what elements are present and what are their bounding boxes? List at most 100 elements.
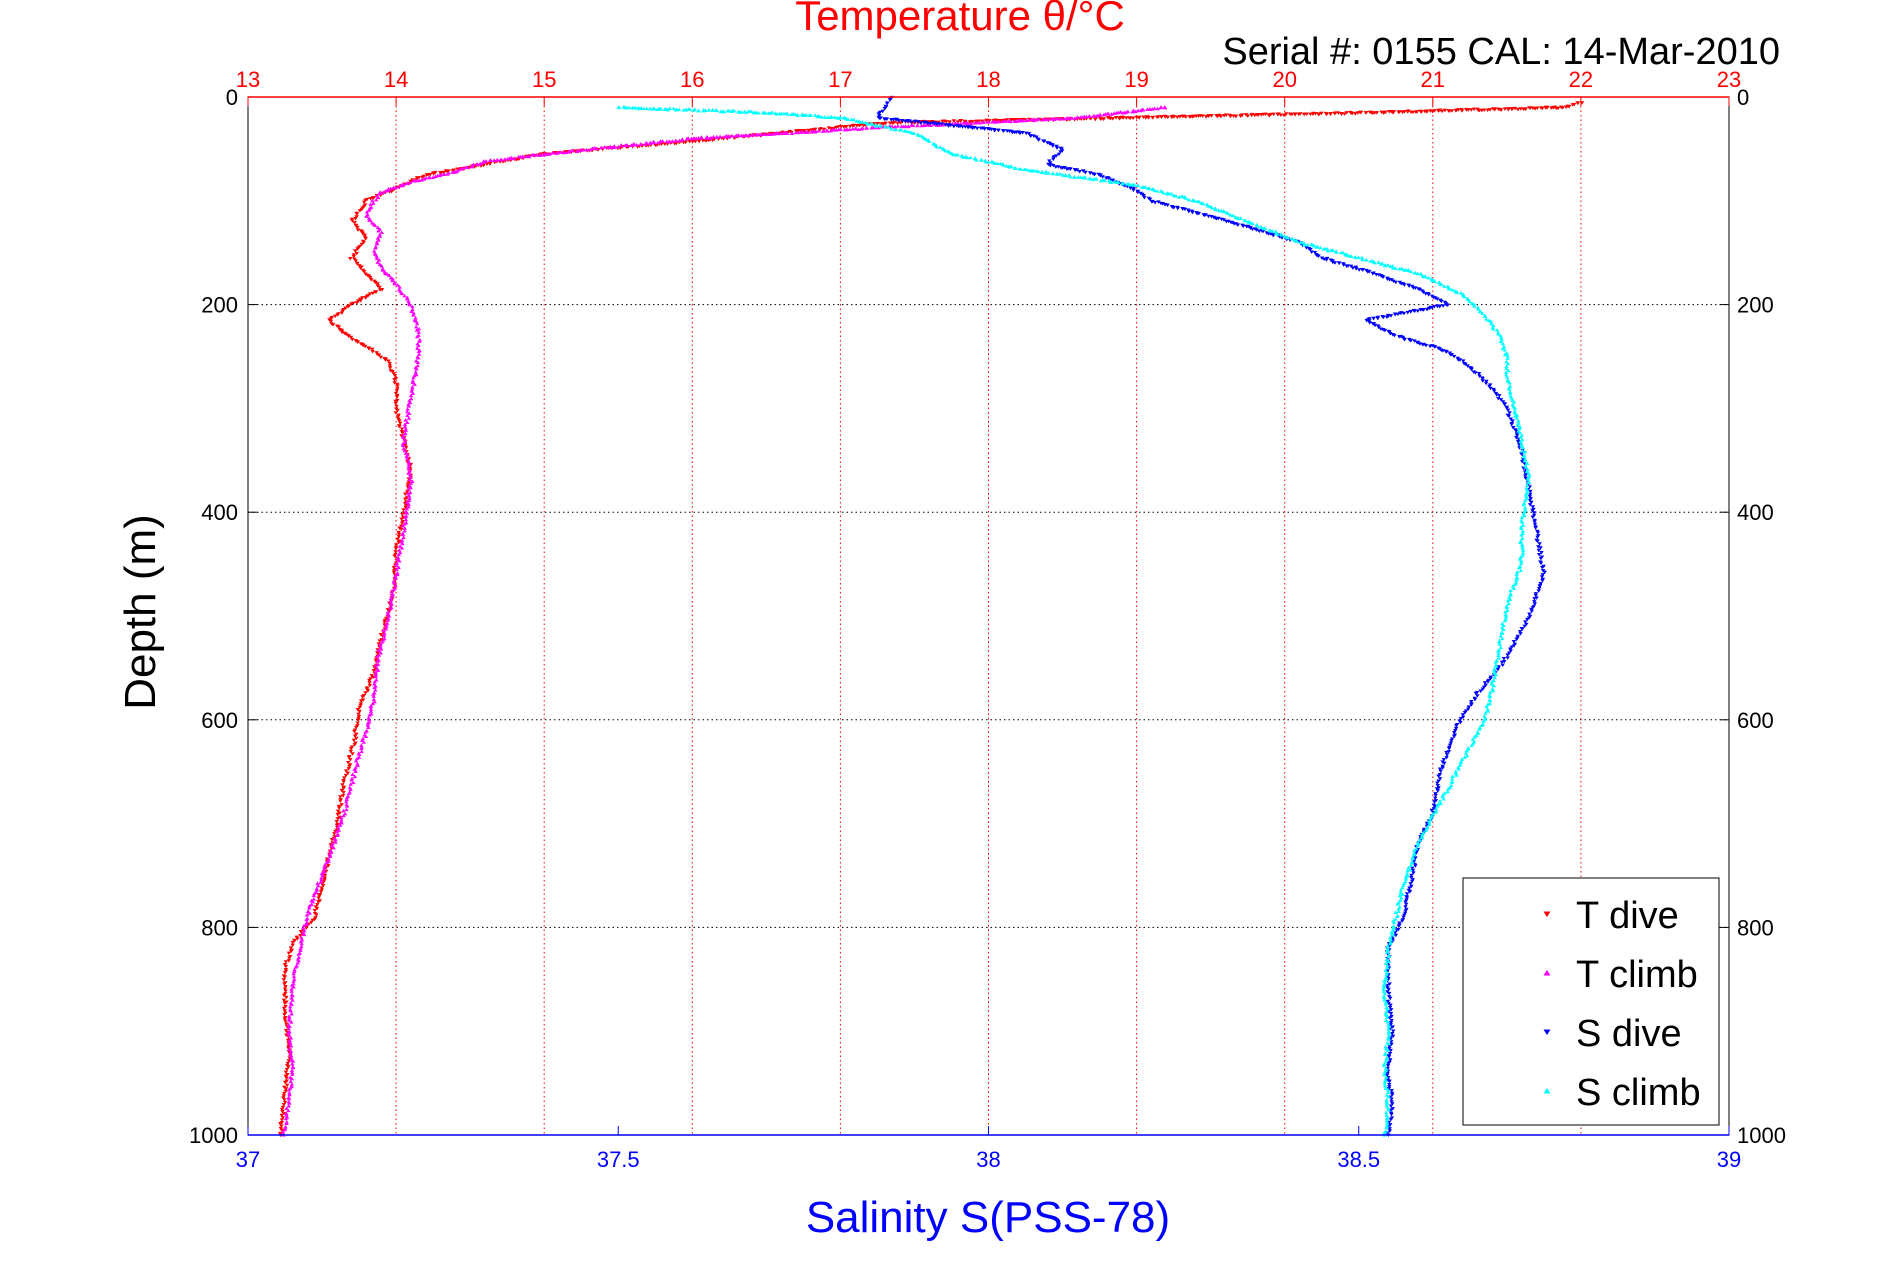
- legend-marker: [1543, 911, 1551, 918]
- data-point: [1575, 101, 1581, 106]
- data-point: [390, 594, 395, 598]
- data-point: [923, 120, 928, 125]
- data-point: [361, 740, 366, 744]
- data-point: [371, 694, 376, 698]
- data-point: [357, 705, 362, 710]
- data-point: [1403, 902, 1409, 907]
- data-point: [1386, 954, 1392, 959]
- data-point: [1500, 346, 1506, 350]
- data-point: [376, 653, 382, 657]
- data-point: [287, 1092, 292, 1097]
- data-point: [397, 419, 402, 423]
- data-point: [388, 369, 393, 373]
- data-point: [1384, 1113, 1389, 1117]
- data-point: [1532, 600, 1537, 604]
- data-point: [1187, 115, 1192, 119]
- data-point: [1367, 321, 1372, 325]
- data-point: [1421, 290, 1426, 295]
- data-point: [284, 995, 289, 1000]
- data-point: [289, 1068, 295, 1072]
- data-point: [599, 145, 604, 150]
- data-point: [1505, 353, 1510, 358]
- data-point: [1536, 545, 1541, 549]
- data-point: [280, 1105, 286, 1110]
- data-point: [1487, 384, 1492, 389]
- data-point: [817, 128, 823, 132]
- data-point: [721, 109, 727, 114]
- data-point: [566, 150, 571, 154]
- data-point: [1514, 436, 1519, 440]
- data-point: [1497, 394, 1502, 398]
- data-point: [354, 736, 359, 741]
- data-point: [1400, 885, 1405, 890]
- data-point: [677, 138, 682, 143]
- data-point: [1080, 169, 1086, 173]
- data-point: [1221, 218, 1227, 222]
- data-point: [647, 141, 652, 146]
- data-point: [1527, 612, 1532, 616]
- data-point: [402, 424, 408, 429]
- data-point: [326, 856, 331, 861]
- data-point: [1516, 418, 1521, 423]
- data-point: [279, 1113, 284, 1118]
- data-point: [1505, 608, 1510, 613]
- data-point: [1128, 186, 1133, 191]
- data-point: [1217, 113, 1222, 118]
- data-point: [984, 119, 989, 123]
- data-point: [1074, 168, 1080, 172]
- data-point: [1196, 211, 1202, 216]
- data-point: [769, 110, 775, 114]
- data-point: [1008, 118, 1013, 122]
- data-point: [989, 127, 994, 132]
- depth-tick-label-right: 0: [1737, 85, 1749, 110]
- data-point: [812, 129, 818, 134]
- data-point: [1386, 1094, 1391, 1099]
- data-point: [487, 162, 493, 166]
- data-point: [360, 698, 366, 702]
- data-point: [1384, 1116, 1390, 1121]
- data-point: [335, 817, 340, 821]
- data-point: [334, 820, 339, 824]
- data-point: [301, 923, 307, 928]
- data-point: [390, 278, 395, 283]
- data-point: [407, 468, 413, 473]
- data-point: [1133, 109, 1138, 114]
- data-point: [290, 1059, 296, 1063]
- data-point: [406, 402, 411, 406]
- data-point: [414, 176, 420, 180]
- data-point: [307, 911, 312, 915]
- data-point: [352, 730, 357, 734]
- data-point: [387, 364, 393, 368]
- data-point: [1186, 209, 1192, 214]
- data-point: [1444, 755, 1449, 760]
- data-point: [1432, 800, 1437, 804]
- data-point: [1475, 731, 1481, 736]
- data-point: [578, 147, 584, 152]
- data-point: [353, 216, 358, 221]
- data-point: [633, 105, 638, 110]
- data-point: [1508, 417, 1514, 422]
- data-point: [326, 864, 331, 868]
- data-point: [1380, 315, 1385, 319]
- data-point: [605, 145, 611, 150]
- data-point: [1387, 1044, 1392, 1049]
- data-point: [1040, 170, 1045, 175]
- data-point: [1309, 250, 1314, 255]
- data-point: [1433, 296, 1438, 300]
- data-point: [1386, 1027, 1391, 1031]
- data-point: [1371, 271, 1376, 275]
- data-point: [1114, 116, 1119, 120]
- data-point: [1447, 743, 1453, 748]
- data-point: [1162, 104, 1167, 109]
- data-point: [397, 558, 402, 563]
- data-point: [1447, 785, 1453, 790]
- data-point: [1492, 675, 1497, 680]
- data-point: [1341, 263, 1346, 267]
- data-point: [1528, 496, 1533, 501]
- data-point: [328, 854, 333, 858]
- data-point: [362, 344, 368, 349]
- data-point: [373, 688, 378, 692]
- data-point: [1441, 758, 1447, 762]
- data-point: [1388, 1023, 1394, 1027]
- data-point: [370, 349, 375, 354]
